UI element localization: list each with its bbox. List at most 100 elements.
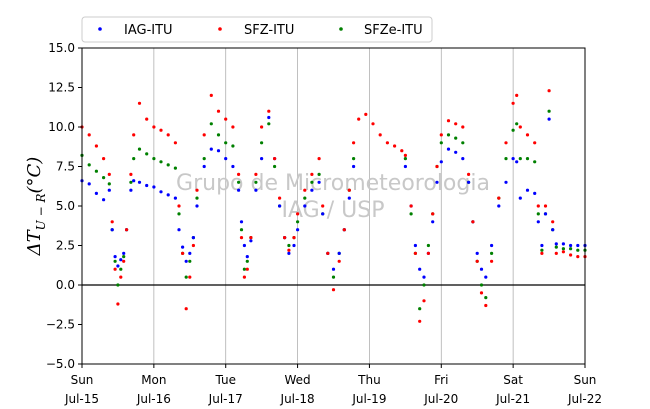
point-iag-itu-46 xyxy=(317,180,321,184)
x-tick-date-5: Jul-20 xyxy=(423,392,458,406)
point-sfz-itu-30 xyxy=(237,172,241,176)
point-iag-itu-45 xyxy=(310,188,314,192)
point-sfz-itu-48 xyxy=(326,251,330,255)
legend-dot-sfz-itu xyxy=(218,27,222,31)
point-sfz-itu-45 xyxy=(310,172,314,176)
point-iag-itu-73 xyxy=(504,180,508,184)
point-iag-itu-78 xyxy=(533,191,537,195)
point-sfze-itu-73 xyxy=(504,157,508,161)
point-iag-itu-87 xyxy=(576,243,580,248)
point-sfz-itu-70 xyxy=(446,119,451,123)
point-sfz-itu-57 xyxy=(378,133,382,137)
point-sfz-itu-86 xyxy=(536,204,540,208)
point-sfz-itu-53 xyxy=(352,141,356,145)
point-sfze-itu-33 xyxy=(245,259,249,263)
legend-label-sfze-itu: SFZe-ITU xyxy=(364,23,423,38)
point-iag-itu-35 xyxy=(254,188,258,192)
y-tick-label-3: 2.5 xyxy=(56,239,75,253)
point-iag-itu-71 xyxy=(490,243,494,248)
point-iag-itu-58 xyxy=(422,275,426,279)
point-sfz-itu-2 xyxy=(94,144,98,148)
point-sfze-itu-32 xyxy=(242,267,246,271)
x-tick-day-1: Mon xyxy=(141,373,166,387)
point-iag-itu-82 xyxy=(547,117,551,121)
point-iag-itu-19 xyxy=(177,228,181,232)
point-sfz-itu-17 xyxy=(166,133,170,137)
point-iag-itu-22 xyxy=(188,251,192,255)
point-iag-itu-66 xyxy=(467,180,471,184)
series-sfz-itu xyxy=(80,89,587,323)
point-sfz-itu-21 xyxy=(184,307,188,311)
legend-label-sfz-itu: SFZ-ITU xyxy=(244,23,294,38)
point-sfze-itu-64 xyxy=(454,136,458,140)
point-sfz-itu-49 xyxy=(331,288,336,292)
x-tick-date-3: Jul-18 xyxy=(280,392,315,406)
point-sfz-itu-23 xyxy=(191,243,195,248)
point-sfz-itu-89 xyxy=(547,89,551,93)
point-sfz-itu-66 xyxy=(426,251,430,255)
point-sfz-itu-63 xyxy=(413,251,417,255)
point-sfz-itu-4 xyxy=(107,172,111,176)
point-iag-itu-39 xyxy=(278,204,282,208)
point-sfz-itu-52 xyxy=(347,188,351,192)
point-iag-itu-25 xyxy=(202,164,206,169)
point-iag-itu-54 xyxy=(403,164,407,169)
point-iag-itu-24 xyxy=(195,204,199,208)
point-sfz-itu-75 xyxy=(475,259,479,263)
point-sfze-itu-77 xyxy=(525,157,530,161)
point-sfze-itu-70 xyxy=(484,296,488,300)
point-sfz-itu-46 xyxy=(317,157,321,161)
grid xyxy=(153,48,514,364)
point-sfze-itu-3 xyxy=(102,176,106,180)
point-sfze-itu-49 xyxy=(331,275,336,279)
point-sfz-itu-87 xyxy=(540,251,544,255)
point-iag-itu-53 xyxy=(352,164,356,169)
legend: IAG-ITU SFZ-ITU SFZe-ITU xyxy=(81,16,433,43)
point-sfze-itu-2 xyxy=(94,169,98,173)
point-sfze-itu-58 xyxy=(422,283,426,287)
point-sfz-itu-90 xyxy=(551,220,555,224)
point-iag-itu-72 xyxy=(497,204,501,208)
point-sfz-itu-9 xyxy=(122,259,126,263)
point-sfze-itu-28 xyxy=(224,141,228,145)
point-sfz-itu-40 xyxy=(283,236,287,240)
point-iag-itu-80 xyxy=(540,243,544,248)
point-sfze-itu-78 xyxy=(533,160,537,164)
point-sfze-itu-43 xyxy=(296,220,300,224)
y-tick-label-5: 7.5 xyxy=(56,160,75,174)
point-iag-itu-47 xyxy=(321,212,325,216)
point-sfz-itu-47 xyxy=(321,204,325,208)
point-sfze-itu-45 xyxy=(310,180,314,184)
point-sfz-itu-8 xyxy=(119,275,123,279)
point-iag-itu-11 xyxy=(129,188,133,192)
legend-box xyxy=(81,16,433,43)
point-iag-itu-41 xyxy=(287,251,291,255)
point-sfze-itu-27 xyxy=(216,133,221,137)
point-sfze-itu-63 xyxy=(446,133,451,137)
legend-marker-iag-itu xyxy=(98,27,102,31)
legend-marker-sfz-itu xyxy=(218,27,222,31)
point-iag-itu-23 xyxy=(191,236,195,240)
point-iag-itu-26 xyxy=(209,147,213,151)
point-sfz-itu-60 xyxy=(400,149,404,153)
point-sfz-itu-77 xyxy=(484,303,488,308)
x-tick-day-6: Sat xyxy=(503,373,523,387)
point-sfz-itu-12 xyxy=(132,133,136,137)
point-sfz-itu-59 xyxy=(393,144,397,148)
point-sfze-itu-7 xyxy=(116,283,120,287)
point-sfz-itu-92 xyxy=(561,250,566,254)
point-sfze-itu-4 xyxy=(107,182,111,186)
point-sfze-itu-55 xyxy=(409,212,413,216)
point-sfze-itu-46 xyxy=(317,172,321,176)
point-sfz-itu-1 xyxy=(87,133,91,137)
point-sfz-itu-27 xyxy=(216,109,221,113)
point-sfz-itu-43 xyxy=(296,212,300,216)
point-iag-itu-1 xyxy=(87,182,91,186)
point-sfze-itu-74 xyxy=(511,128,515,132)
legend-dot-iag-itu xyxy=(98,27,102,31)
y-axis-label-text: ΔTU − R(°C) xyxy=(24,157,48,257)
point-iag-itu-63 xyxy=(446,147,451,151)
point-iag-itu-36 xyxy=(260,157,264,161)
point-sfze-itu-57 xyxy=(418,307,422,311)
point-sfze-itu-82 xyxy=(547,109,551,113)
